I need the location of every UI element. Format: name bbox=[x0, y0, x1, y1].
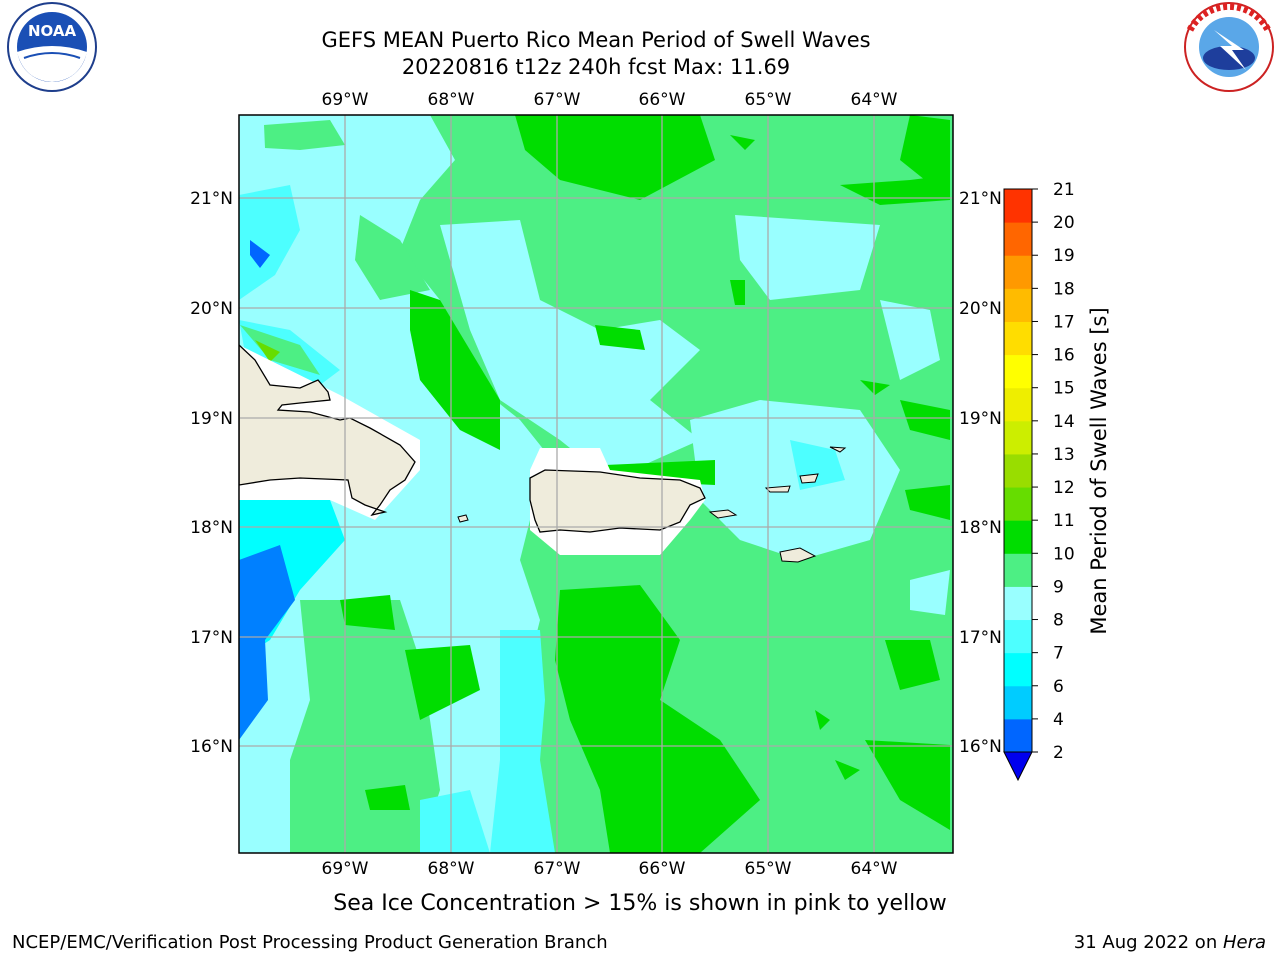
colorbar: 2 4 6 7 8 9 10 11 12 13 14 15 16 17 18 19 20 21 bbox=[1003, 180, 1075, 782]
colorbar-tick-label: 14 bbox=[1053, 412, 1075, 432]
lon-label-bottom: 67°W bbox=[534, 859, 581, 879]
lat-label-left: 20°N bbox=[190, 299, 233, 319]
lat-label-right: 18°N bbox=[959, 518, 1002, 538]
colorbar-segment bbox=[1004, 520, 1032, 554]
colorbar-segment bbox=[1004, 321, 1032, 356]
colorbar-segment bbox=[1004, 652, 1032, 687]
lon-label-bottom: 68°W bbox=[428, 859, 475, 879]
lat-label-left: 19°N bbox=[190, 409, 233, 429]
colorbar-segment bbox=[1004, 553, 1032, 587]
colorbar-segment bbox=[1004, 222, 1032, 256]
colorbar-tick-label: 16 bbox=[1053, 346, 1075, 366]
lon-label-top: 65°W bbox=[745, 90, 792, 110]
lon-label-top: 64°W bbox=[851, 90, 898, 110]
chart-title: GEFS MEAN Puerto Rico Mean Period of Swe… bbox=[321, 28, 871, 52]
lon-label-top: 69°W bbox=[322, 90, 369, 110]
colorbar-segment bbox=[1004, 586, 1032, 621]
lat-label-right: 21°N bbox=[959, 189, 1002, 209]
colorbar-segment bbox=[1004, 718, 1032, 753]
colorbar-tick-label: 18 bbox=[1053, 279, 1075, 299]
colorbar-tick-label: 8 bbox=[1053, 611, 1064, 631]
lat-label-left: 18°N bbox=[190, 518, 233, 538]
colorbar-tick-label: 20 bbox=[1053, 213, 1075, 233]
lon-label-bottom: 69°W bbox=[322, 859, 369, 879]
colorbar-segment bbox=[1004, 189, 1032, 223]
colorbar-segment bbox=[1004, 255, 1032, 289]
lat-label-left: 17°N bbox=[190, 628, 233, 648]
colorbar-label: Mean Period of Swell Waves [s] bbox=[1087, 307, 1111, 634]
lat-label-right: 16°N bbox=[959, 737, 1002, 757]
colorbar-extend-arrow bbox=[1003, 751, 1033, 782]
colorbar-segment bbox=[1004, 288, 1032, 322]
colorbar-tick-label: 7 bbox=[1053, 644, 1064, 664]
graticule bbox=[239, 115, 953, 853]
lon-label-top: 67°W bbox=[534, 90, 581, 110]
lon-label-bottom: 66°W bbox=[639, 859, 686, 879]
lat-label-left: 16°N bbox=[190, 737, 233, 757]
colorbar-tick-label: 11 bbox=[1053, 511, 1075, 531]
colorbar-tick-label: 2 bbox=[1053, 743, 1064, 763]
colorbar-tick-label: 17 bbox=[1053, 312, 1075, 332]
noaa-logo: NOAA bbox=[7, 2, 97, 92]
colorbar-tick-label: 12 bbox=[1053, 478, 1075, 498]
colorbar-segment bbox=[1004, 354, 1032, 389]
colorbar-tick-label: 13 bbox=[1053, 445, 1075, 465]
lat-label-left: 21°N bbox=[190, 189, 233, 209]
lon-label-bottom: 65°W bbox=[745, 859, 792, 879]
date-text: 31 Aug 2022 on bbox=[1073, 932, 1223, 953]
nws-logo bbox=[1184, 2, 1274, 92]
colorbar-tick-label: 9 bbox=[1053, 577, 1064, 597]
colorbar-segment bbox=[1004, 685, 1032, 720]
lon-label-bottom: 64°W bbox=[851, 859, 898, 879]
map-frame bbox=[238, 114, 954, 854]
credit-line: NCEP/EMC/Verification Post Processing Pr… bbox=[12, 932, 608, 953]
colorbar-tick-label: 19 bbox=[1053, 246, 1075, 266]
lon-label-top: 68°W bbox=[428, 90, 475, 110]
colorbar-segment bbox=[1004, 619, 1032, 654]
chart-subtitle: 20220816 t12z 240h fcst Max: 11.69 bbox=[401, 55, 791, 79]
colorbar-tick-label: 15 bbox=[1053, 379, 1075, 399]
lat-label-right: 19°N bbox=[959, 409, 1002, 429]
lon-label-top: 66°W bbox=[639, 90, 686, 110]
colorbar-segment bbox=[1004, 453, 1032, 488]
colorbar-tick-label: 6 bbox=[1053, 677, 1064, 697]
swell-period-field bbox=[239, 115, 953, 853]
colorbar-segment bbox=[1004, 387, 1032, 422]
colorbar-segment bbox=[1004, 420, 1032, 455]
generation-date: 31 Aug 2022 on Hera bbox=[1074, 932, 1266, 953]
lat-label-right: 17°N bbox=[959, 628, 1002, 648]
colorbar-tick-label: 21 bbox=[1053, 180, 1075, 200]
colorbar-tick-label: 10 bbox=[1053, 544, 1075, 564]
colorbar-frame bbox=[1003, 188, 1033, 753]
sea-ice-note: Sea Ice Concentration > 15% is shown in … bbox=[333, 891, 947, 916]
colorbar-segment bbox=[1004, 487, 1032, 521]
noaa-logo-text: NOAA bbox=[28, 22, 77, 40]
colorbar-tick-label: 4 bbox=[1053, 710, 1064, 730]
lat-label-right: 20°N bbox=[959, 299, 1002, 319]
machine-name: Hera bbox=[1222, 932, 1266, 953]
